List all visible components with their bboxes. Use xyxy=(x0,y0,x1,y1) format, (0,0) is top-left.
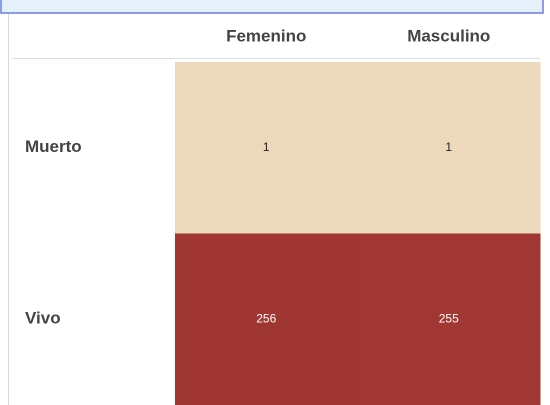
cell-label: 1 xyxy=(263,140,270,154)
column-header: Femenino xyxy=(226,26,306,45)
heatmap-cell xyxy=(175,233,358,405)
top-banner xyxy=(0,0,544,14)
column-header: Masculino xyxy=(407,26,490,45)
row-header: Vivo xyxy=(25,309,61,328)
cell-label: 255 xyxy=(439,311,459,325)
heatmap-cell xyxy=(357,233,541,405)
heatmap-cell xyxy=(175,62,358,234)
row-header: Muerto xyxy=(25,137,82,156)
cell-label: 1 xyxy=(445,140,452,154)
cell-label: 256 xyxy=(256,311,276,325)
heatmap-cell xyxy=(357,62,541,234)
